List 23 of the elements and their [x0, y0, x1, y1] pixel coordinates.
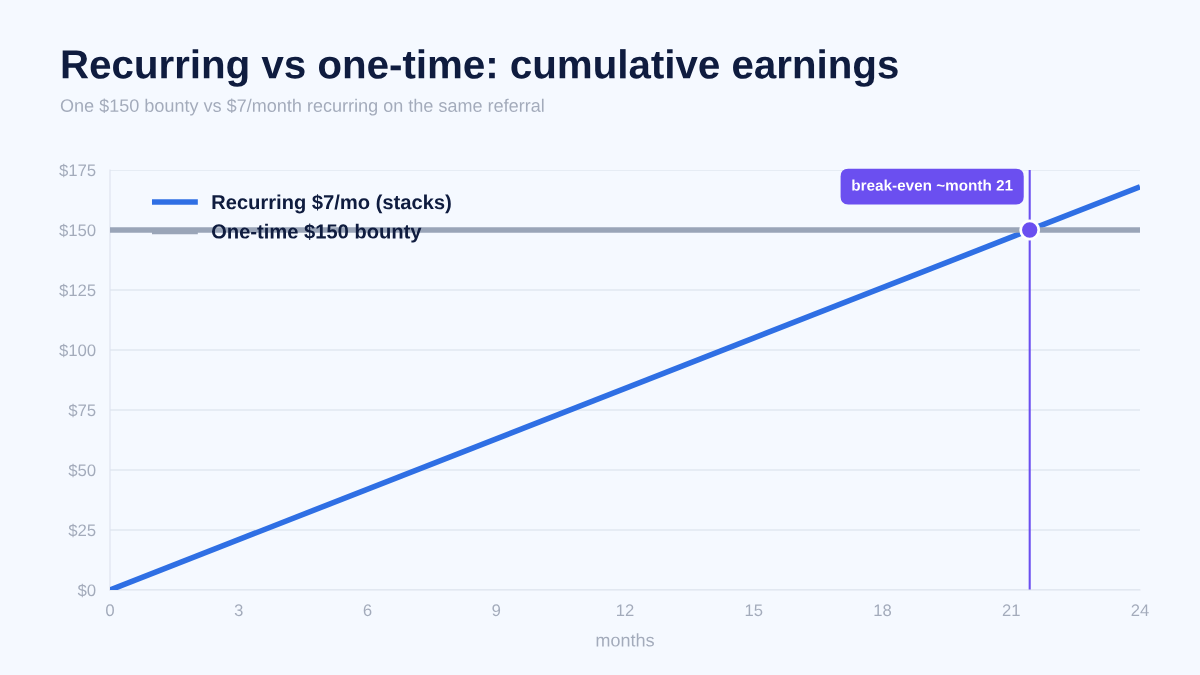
y-tick-label: $125 — [59, 283, 96, 298]
y-tick-label: $150 — [59, 223, 96, 238]
x-tick-label: 15 — [745, 604, 763, 617]
x-axis-title: months — [596, 633, 654, 647]
ref-line-label: break-even ~month 21 — [852, 179, 1013, 191]
y-tick-label: $100 — [59, 343, 96, 358]
x-tick-label: 12 — [617, 604, 634, 616]
y-tick-label: $50 — [68, 463, 96, 478]
y-tick-label: $25 — [68, 523, 96, 538]
x-tick-label: 18 — [874, 604, 892, 617]
x-tick-label: 0 — [106, 604, 114, 617]
x-tick-label: 9 — [492, 604, 501, 617]
y-tick-label: $75 — [68, 403, 96, 418]
chart-subtitle: One $150 bounty vs $7/month recurring on the same referral — [60, 98, 544, 116]
x-tick-label: 3 — [234, 604, 243, 617]
x-tick-label: 21 — [1002, 604, 1020, 616]
legend-label: One-time $150 bounty — [211, 223, 422, 243]
y-tick-label: $175 — [59, 163, 96, 178]
y-tick-label: $0 — [77, 583, 96, 598]
legend-label: Recurring $7/mo (stacks) — [212, 194, 451, 214]
x-tick-label: 24 — [1131, 604, 1149, 616]
x-tick-label: 6 — [363, 604, 372, 617]
chart-title: Recurring vs one-time: cumulative earnings — [62, 49, 898, 87]
